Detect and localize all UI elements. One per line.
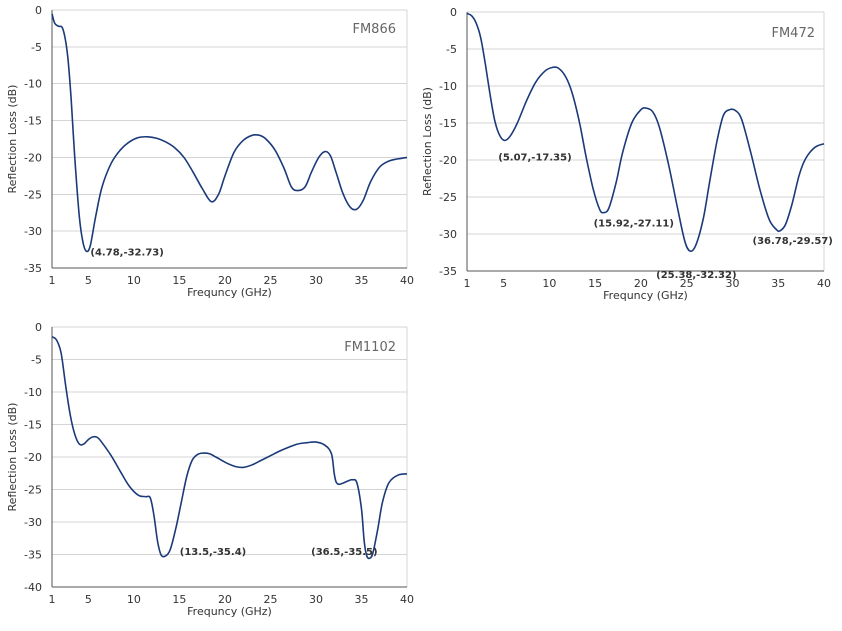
minimum-annotation: (13.5,-35.4) (180, 547, 246, 558)
y-tick-label: -25 (439, 191, 457, 204)
y-tick-label: 0 (35, 4, 42, 17)
series-line (466, 12, 825, 253)
y-tick-label: -15 (24, 115, 42, 128)
y-tick-label: -30 (24, 516, 42, 529)
y-tick-label: -10 (24, 78, 42, 91)
y-tick-label: -30 (439, 228, 457, 241)
y-tick-label: -15 (24, 419, 42, 432)
y-tick-label: -20 (24, 451, 42, 464)
y-tick-label: -35 (24, 549, 42, 562)
y-tick-label: -5 (31, 354, 42, 367)
x-tick-label: 30 (309, 593, 323, 606)
x-tick-label: 25 (680, 277, 694, 290)
x-tick-label: 15 (172, 274, 186, 287)
x-tick-label: 15 (172, 593, 186, 606)
x-tick-label: 15 (588, 277, 602, 290)
y-tick-label: 0 (450, 6, 457, 19)
x-tick-label: 20 (218, 274, 232, 287)
x-tick-label: 25 (263, 274, 277, 287)
minimum-annotation: (25.38,-32.32) (656, 270, 736, 281)
minimum-annotation: (15.92,-27.11) (594, 219, 674, 230)
x-tick-label: 10 (127, 593, 141, 606)
y-tick-label: -40 (24, 581, 42, 594)
x-tick-label: 1 (464, 277, 471, 290)
y-tick-label: -10 (24, 386, 42, 399)
x-tick-label: 30 (309, 274, 323, 287)
x-tick-label: 20 (218, 593, 232, 606)
x-tick-label: 20 (634, 277, 648, 290)
x-tick-label: 40 (817, 277, 831, 290)
y-tick-label: -15 (439, 117, 457, 130)
x-tick-label: 10 (542, 277, 556, 290)
y-tick-label: -5 (446, 43, 457, 56)
x-axis-label: Frequncy (GHz) (187, 286, 272, 299)
x-tick-label: 35 (771, 277, 785, 290)
series-line (51, 336, 408, 560)
x-tick-label: 35 (354, 274, 368, 287)
y-tick-label: -10 (439, 80, 457, 93)
x-axis-label: Frequncy (GHz) (187, 605, 272, 618)
x-tick-label: 1 (49, 593, 56, 606)
x-axis-label: Frequncy (GHz) (603, 289, 688, 302)
sample-label: FM1102 (344, 340, 396, 355)
sample-label: FM866 (352, 22, 396, 37)
x-tick-label: 30 (725, 277, 739, 290)
x-tick-label: 1 (49, 274, 56, 287)
y-tick-label: -5 (31, 41, 42, 54)
x-tick-label: 40 (400, 274, 414, 287)
chart-fm1102: 0-5-10-15-20-25-30-35-401 5 10 15 20 25 30 35 40… (6, 321, 414, 618)
x-tick-label: 35 (354, 593, 368, 606)
y-tick-label: -30 (24, 225, 42, 238)
series-line (51, 13, 408, 253)
x-tick-label: 25 (263, 593, 277, 606)
x-tick-label: 5 (85, 274, 92, 287)
y-axis-label: Reflection Loss (dB) (6, 403, 19, 512)
x-tick-label: 40 (400, 593, 414, 606)
y-tick-label: -25 (24, 484, 42, 497)
chart-fm472: 0-5-10-15-20-25-30-351 5 10 15 20 25 30 35 40Fre… (421, 6, 833, 302)
x-tick-label: 10 (127, 274, 141, 287)
y-tick-label: -25 (24, 188, 42, 201)
y-tick-label: 0 (35, 321, 42, 334)
x-tick-label: 5 (500, 277, 507, 290)
y-tick-label: -35 (24, 262, 42, 275)
y-tick-label: -35 (439, 265, 457, 278)
minimum-annotation: (36.5,-35.5) (311, 547, 377, 558)
y-tick-label: -20 (24, 151, 42, 164)
minimum-annotation: (5.07,-17.35) (498, 152, 571, 163)
x-tick-label: 5 (85, 593, 92, 606)
y-axis-label: Reflection Loss (dB) (6, 85, 19, 194)
minimum-annotation: (4.78,-32.73) (90, 247, 163, 258)
y-tick-label: -20 (439, 154, 457, 167)
y-axis-label: Reflection Loss (dB) (421, 87, 434, 196)
chart-fm866: 0-5-10-15-20-25-30-351 5 10 15 20 25 30 35 40Fre… (6, 4, 414, 299)
minimum-annotation: (36.78,-29.57) (753, 236, 833, 247)
sample-label: FM472 (771, 26, 815, 41)
